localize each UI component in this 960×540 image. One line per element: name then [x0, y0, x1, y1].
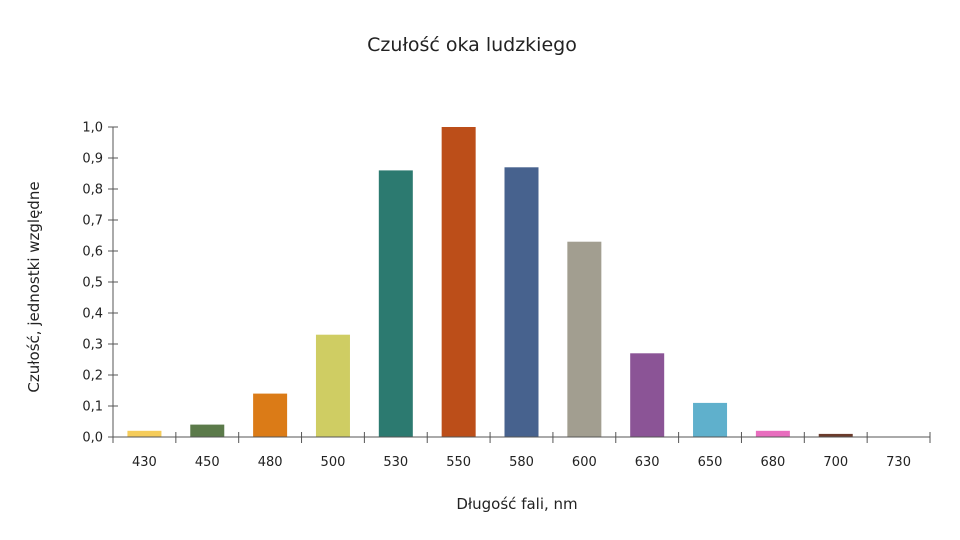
- x-tick-label: 430: [132, 455, 157, 470]
- y-tick-label: 0,5: [82, 276, 103, 291]
- y-tick-label: 1,0: [82, 121, 103, 136]
- x-tick-label: 550: [446, 455, 471, 470]
- bar-450: [190, 424, 225, 437]
- x-tick-label: 450: [195, 455, 220, 470]
- y-tick-label: 0,7: [82, 214, 103, 229]
- bar-530: [378, 170, 413, 437]
- bar-480: [253, 393, 288, 437]
- y-tick-label: 0,4: [82, 307, 103, 322]
- bar-650: [693, 402, 728, 437]
- x-tick-label: 630: [635, 455, 660, 470]
- plot-area: 0,0 0,1 0,2 0,3 0,4 0,5 0,6 0,7 0,8 0,9 1,0 430 450 4…: [82, 121, 931, 470]
- bar-550: [441, 127, 476, 437]
- y-tick-label: 0,3: [82, 338, 103, 353]
- bar-700: [818, 433, 853, 437]
- x-tick-label: 530: [383, 455, 408, 470]
- y-tick-label: 0,6: [82, 245, 103, 260]
- x-tick-label: 700: [823, 455, 848, 470]
- x-tick-label: 500: [321, 455, 346, 470]
- bar-580: [504, 167, 539, 438]
- y-axis-title: Czułość, jednostki względne: [25, 181, 43, 392]
- x-tick-label: 580: [509, 455, 534, 470]
- bar-430: [127, 430, 162, 437]
- y-tick-label: 0,9: [82, 152, 103, 167]
- y-tick-label: 0,0: [82, 431, 103, 446]
- y-tick-label: 0,2: [82, 369, 103, 384]
- x-tick-label: 650: [698, 455, 723, 470]
- x-tick-label: 680: [760, 455, 785, 470]
- bar-680: [755, 430, 790, 437]
- x-tick-label: 480: [258, 455, 283, 470]
- y-tick-label: 0,1: [82, 400, 103, 415]
- bar-600: [567, 241, 602, 437]
- chart-title: Czułość oka ludzkiego: [367, 34, 577, 56]
- bar-630: [630, 353, 665, 437]
- y-tick-label: 0,8: [82, 183, 103, 198]
- x-tick-label: 730: [886, 455, 911, 470]
- x-tick-label: 600: [572, 455, 597, 470]
- x-axis-title: Długość fali, nm: [456, 495, 577, 513]
- bar-500: [315, 334, 350, 437]
